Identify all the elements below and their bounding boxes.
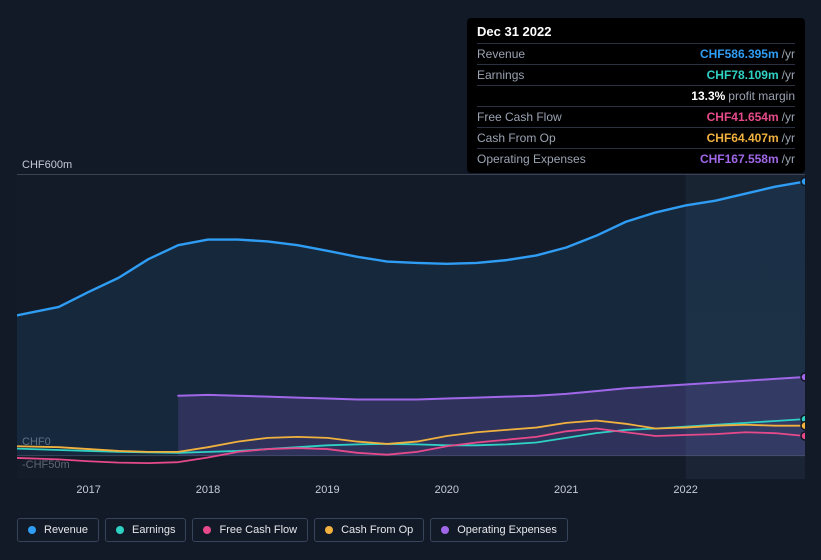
x-axis-tick: 2020: [435, 484, 459, 496]
chart-svg: [17, 175, 805, 479]
legend-dot-icon: [441, 526, 449, 534]
tooltip-row-label: Revenue: [477, 47, 525, 61]
tooltip-row-value-wrap: CHF586.395m/yr: [700, 47, 795, 61]
tooltip-row-value: CHF41.654m: [707, 110, 779, 124]
tooltip-date: Dec 31 2022: [477, 24, 795, 43]
tooltip-row: Cash From Op CHF64.407m/yr: [477, 127, 795, 148]
tooltip-row-label: Operating Expenses: [477, 152, 586, 166]
tooltip-row-label: Free Cash Flow: [477, 110, 562, 124]
legend-item[interactable]: Free Cash Flow: [192, 518, 308, 542]
chart-container: Dec 31 2022 RevenueCHF586.395m/yrEarning…: [0, 0, 821, 560]
tooltip-row-value-wrap: CHF78.109m/yr: [707, 68, 795, 82]
legend-dot-icon: [28, 526, 36, 534]
tooltip-row-suffix: /yr: [782, 152, 795, 166]
legend-dot-icon: [203, 526, 211, 534]
legend-label: Operating Expenses: [457, 524, 557, 536]
tooltip-row-suffix: /yr: [782, 68, 795, 82]
legend: Revenue Earnings Free Cash Flow Cash From O…: [17, 518, 568, 542]
tooltip-row-value: CHF64.407m: [707, 131, 779, 145]
tooltip-panel: Dec 31 2022 RevenueCHF586.395m/yrEarning…: [467, 18, 805, 173]
tooltip-row-value: CHF167.558m: [700, 152, 779, 166]
x-axis-tick: 2021: [554, 484, 578, 496]
chart-plot-area[interactable]: [17, 174, 805, 479]
tooltip-row-value: CHF586.395m: [700, 47, 779, 61]
tooltip-row-label: Earnings: [477, 68, 524, 82]
legend-label: Free Cash Flow: [219, 524, 297, 536]
tooltip-row-value-wrap: 13.3%profit margin: [691, 89, 795, 103]
legend-label: Revenue: [44, 524, 88, 536]
tooltip-row: 13.3%profit margin: [477, 85, 795, 106]
tooltip-row-label: Cash From Op: [477, 131, 556, 145]
tooltip-row-value-wrap: CHF64.407m/yr: [707, 131, 795, 145]
x-axis-tick: 2022: [673, 484, 697, 496]
tooltip-row-value-wrap: CHF41.654m/yr: [707, 110, 795, 124]
x-axis-tick: 2018: [196, 484, 220, 496]
tooltip-row-value: 13.3%: [691, 89, 725, 103]
tooltip-row-value: CHF78.109m: [707, 68, 779, 82]
tooltip-row-suffix: /yr: [782, 110, 795, 124]
tooltip-row: Earnings CHF78.109m/yr: [477, 64, 795, 85]
tooltip-row: Revenue CHF586.395m/yr: [477, 43, 795, 64]
x-axis-tick: 2019: [315, 484, 339, 496]
tooltip-row-suffix: profit margin: [728, 89, 795, 103]
legend-item[interactable]: Operating Expenses: [430, 518, 568, 542]
legend-dot-icon: [325, 526, 333, 534]
tooltip-row: Free Cash Flow CHF41.654m/yr: [477, 106, 795, 127]
tooltip-row: Operating Expenses CHF167.558m/yr: [477, 148, 795, 169]
tooltip-row-suffix: /yr: [782, 47, 795, 61]
x-axis-tick: 2017: [76, 484, 100, 496]
legend-dot-icon: [116, 526, 124, 534]
tooltip-row-suffix: /yr: [782, 131, 795, 145]
y-axis-top-label: CHF600m: [22, 159, 72, 171]
legend-item[interactable]: Earnings: [105, 518, 186, 542]
legend-label: Earnings: [132, 524, 175, 536]
legend-item[interactable]: Revenue: [17, 518, 99, 542]
tooltip-row-value-wrap: CHF167.558m/yr: [700, 152, 795, 166]
legend-item[interactable]: Cash From Op: [314, 518, 424, 542]
legend-label: Cash From Op: [341, 524, 413, 536]
